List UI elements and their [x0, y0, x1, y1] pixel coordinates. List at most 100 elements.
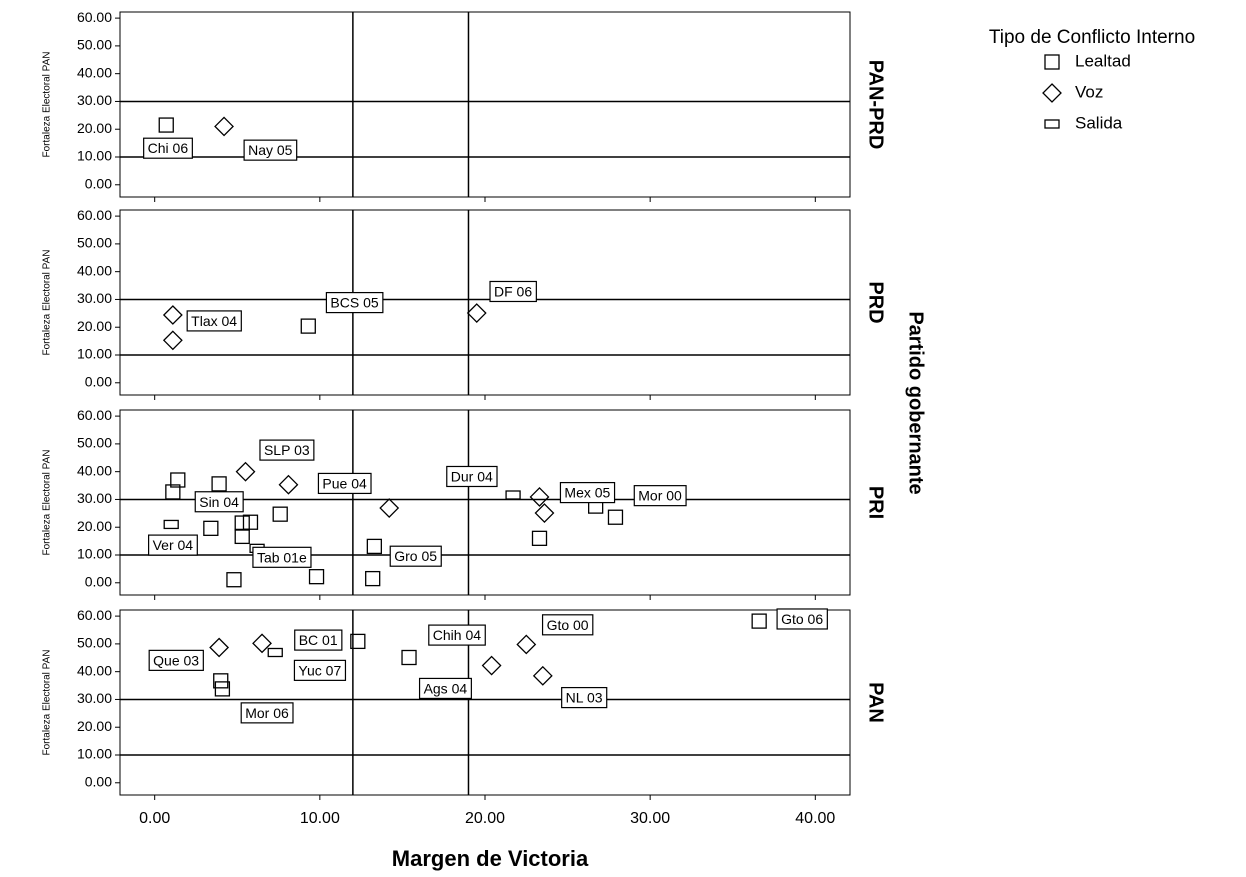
point-lealtad — [211, 476, 227, 492]
point-voz — [466, 303, 487, 323]
y-tick-label: 30.00 — [77, 690, 112, 706]
annotation: Ags 04 — [424, 680, 468, 696]
annotation-box — [148, 534, 198, 556]
annotation: Chih 04 — [433, 627, 481, 643]
x-axis-label: Margen de Victoria — [392, 846, 589, 871]
point-voz — [534, 503, 555, 523]
annotation: SLP 03 — [264, 442, 310, 458]
point-voz — [532, 665, 553, 686]
point-lealtad — [226, 572, 242, 588]
x-tick-label: 10.00 — [300, 810, 340, 827]
point-salida — [505, 490, 521, 500]
annotation: BC 01 — [299, 632, 338, 648]
annotation: Gro 05 — [394, 548, 437, 564]
point-voz — [162, 305, 183, 325]
annotation: Dur 04 — [451, 468, 493, 484]
point-lealtad — [272, 506, 288, 522]
point-lealtad — [234, 515, 250, 531]
annotation: Mor 06 — [245, 705, 289, 721]
y-tick-label: 10.00 — [77, 148, 112, 164]
point-voz — [252, 633, 272, 654]
point-lealtad — [158, 117, 174, 133]
annotation: Tlax 04 — [191, 313, 237, 329]
annotation-box — [243, 139, 298, 161]
point-voz — [481, 655, 502, 676]
point-lealtad — [165, 484, 181, 500]
point-lealtad — [242, 514, 259, 530]
plot-frame — [119, 11, 851, 198]
annotation: Nay 05 — [248, 142, 293, 158]
point-lealtad — [365, 570, 381, 587]
y-tick-label: 60.00 — [77, 607, 112, 623]
y-tick-label: 0.00 — [85, 773, 112, 789]
y-tick-label: 0.00 — [85, 373, 112, 389]
annotation-box — [194, 491, 244, 513]
point-lealtad — [308, 569, 325, 585]
annotation-box — [325, 291, 384, 314]
panel: 0.00 10.00 20.00 30.00 40.00 50.00 60.00 Fortal… — [42, 407, 887, 600]
y-tick-label: 30.00 — [77, 490, 112, 506]
point-salida — [163, 519, 179, 530]
annotation: Mor 00 — [638, 488, 682, 504]
point-voz — [1042, 83, 1062, 103]
y-axis-label: Fortaleza Electoral PAN — [42, 250, 53, 356]
annotation-box — [240, 702, 294, 724]
y-tick-label: 20.00 — [77, 318, 112, 334]
y-tick-label: 50.00 — [77, 37, 112, 53]
point-voz — [529, 487, 550, 507]
annotation-box — [252, 546, 312, 568]
legend-label: Lealtad — [1075, 51, 1131, 70]
y-tick-label: 20.00 — [77, 120, 112, 136]
annotation: Chi 06 — [148, 140, 189, 156]
panel: 0.00 10.00 20.00 30.00 40.00 50.00 60.00 0.00 10… — [42, 607, 887, 827]
annotation-box — [446, 465, 498, 488]
annotation-box — [541, 614, 594, 636]
annotation: Yuc 07 — [298, 662, 341, 678]
point-voz — [516, 634, 537, 655]
annotation: NL 03 — [566, 690, 603, 706]
y-tick-label: 20.00 — [77, 518, 112, 534]
facet-label: PAN-PRD — [865, 60, 887, 150]
annotation-box — [143, 137, 193, 159]
facet-label: PRI — [865, 486, 887, 519]
point-voz — [162, 330, 183, 351]
annotation: Ver 04 — [153, 537, 194, 553]
annotation: Sin 04 — [199, 494, 239, 510]
point-salida — [1044, 119, 1060, 129]
annotation-box — [633, 485, 687, 507]
annotation-box — [418, 677, 472, 700]
x-tick-label: 40.00 — [795, 810, 835, 827]
y-tick-label: 30.00 — [77, 290, 112, 306]
y-tick-label: 20.00 — [77, 718, 112, 734]
y-axis-label: Fortaleza Electoral PAN — [42, 52, 53, 158]
panel: 0.00 10.00 20.00 30.00 40.00 50.00 60.00 Fortal… — [42, 207, 887, 400]
point-lealtad — [350, 633, 366, 650]
point-lealtad — [401, 649, 417, 666]
point-lealtad — [1044, 54, 1060, 70]
annotation-box — [559, 481, 616, 504]
annotation-box — [428, 624, 486, 646]
point-lealtad — [751, 613, 767, 629]
annotation: Que 03 — [153, 652, 199, 668]
annotation: Gto 06 — [781, 611, 823, 627]
y-tick-label: 0.00 — [85, 175, 112, 191]
y-tick-label: 60.00 — [77, 407, 112, 423]
legend-title: Tipo de Conflicto Interno — [989, 27, 1195, 48]
y-tick-label: 0.00 — [85, 573, 112, 589]
annotation-box — [293, 659, 347, 681]
panel: 0.00 10.00 20.00 30.00 40.00 50.00 60.00 Fortal… — [42, 9, 887, 202]
annotation: DF 06 — [494, 283, 532, 299]
point-lealtad — [234, 528, 250, 545]
y-tick-label: 50.00 — [77, 635, 112, 651]
y-tick-label: 50.00 — [77, 235, 112, 251]
annotation: Mex 05 — [564, 485, 610, 501]
x-tick-label: 0.00 — [139, 810, 170, 827]
annotation: BCS 05 — [330, 295, 378, 311]
annotation: Tab 01e — [257, 549, 307, 565]
point-lealtad — [607, 509, 624, 525]
y-tick-label: 30.00 — [77, 92, 112, 108]
y-tick-label: 50.00 — [77, 435, 112, 451]
facet-label: PRD — [865, 281, 887, 323]
annotation-box — [148, 649, 204, 671]
y-tick-label: 10.00 — [77, 346, 112, 362]
